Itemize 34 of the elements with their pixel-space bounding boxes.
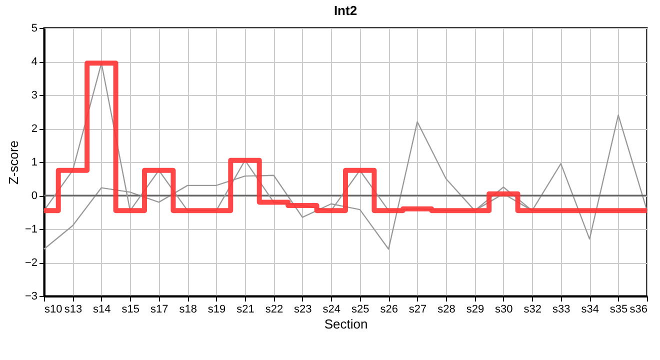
y-tick-label: −2 [24,257,38,269]
x-tick-label: s34 [581,304,599,316]
x-tick-label: s21 [236,304,254,316]
x-tick-label: s29 [466,304,484,316]
x-tick-label: s27 [408,304,427,316]
chart-title: Int2 [334,3,358,18]
x-axis-title: Section [324,316,368,332]
y-tick-label: −3 [24,290,38,302]
x-tick-label: s14 [93,304,111,316]
x-tick-label: s30 [495,304,513,316]
x-tick-label: s25 [351,304,370,316]
x-tick-label: s15 [122,304,140,316]
x-tick-label: s36 [630,304,648,316]
y-tick-label: −1 [24,224,38,236]
x-tick-label: s19 [208,304,226,316]
y-tick-label: 0 [31,190,38,202]
x-tick-label: s13 [64,304,82,316]
x-tick-label: s22 [265,304,284,316]
x-tick-label: s32 [524,304,542,316]
x-tick-label: s35 [610,304,628,316]
x-tick-label: s23 [294,304,312,316]
x-tick-label: s33 [552,304,570,316]
y-axis-title: Z-score [6,140,21,185]
y-tick-label: 5 [31,22,38,34]
y-tick-label: 4 [31,56,38,68]
y-tick-label: 3 [31,90,38,102]
x-tick-label: s24 [322,304,341,316]
y-tick-label: 1 [31,156,38,168]
x-tick-label: s18 [179,304,197,316]
x-tick-label: s17 [150,304,168,316]
x-tick-label: s28 [438,304,456,316]
x-tick-label: s26 [380,304,398,316]
x-tick-label: s10 [44,304,62,316]
y-tick-label: 2 [31,123,38,135]
